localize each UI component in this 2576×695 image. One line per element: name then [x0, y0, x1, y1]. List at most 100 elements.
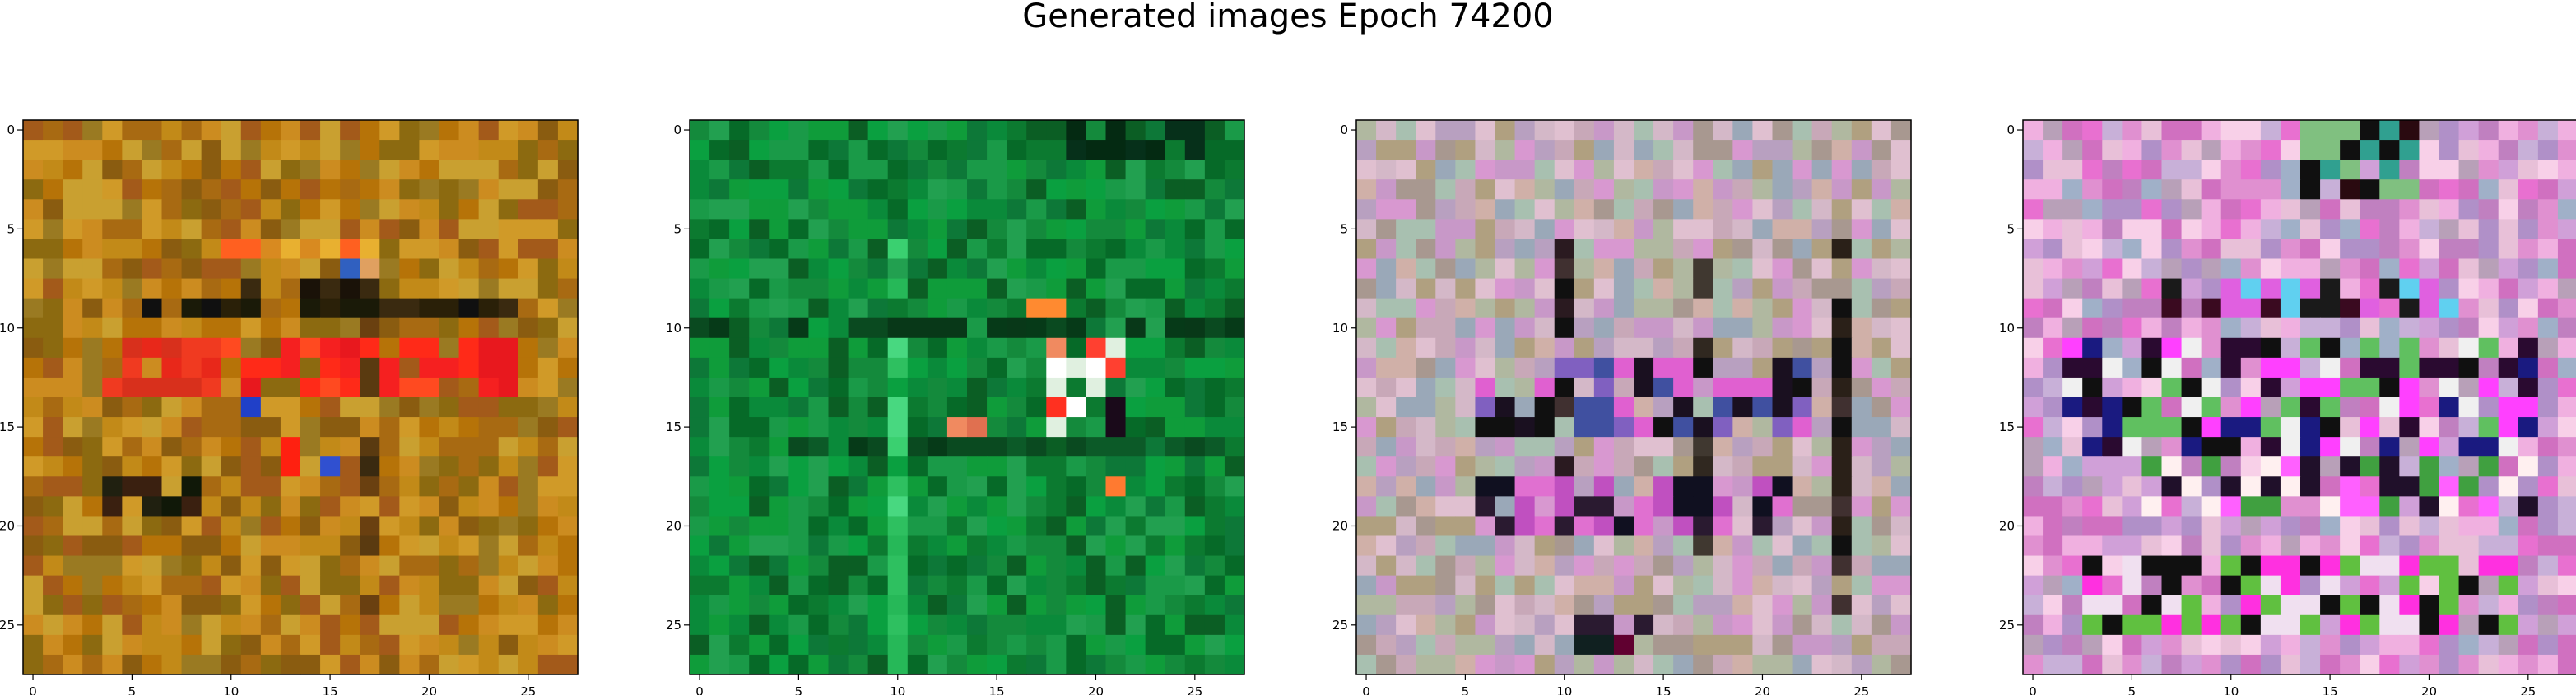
heatmap-cell: [2518, 298, 2539, 319]
heatmap-cell: [557, 516, 579, 537]
heatmap-cell: [1713, 456, 1733, 477]
heatmap-cell: [2379, 160, 2400, 180]
heatmap-cell: [690, 337, 710, 359]
heatmap-cell: [1435, 555, 1456, 577]
heatmap-cell: [946, 535, 968, 557]
heatmap-cell: [221, 140, 242, 160]
heatmap-cell: [2419, 516, 2440, 537]
heatmap-cell: [360, 516, 380, 537]
heatmap-cell: [808, 140, 830, 160]
heatmap-cell: [887, 496, 909, 517]
heatmap-cell: [2419, 437, 2440, 457]
heatmap-cell: [1851, 614, 1872, 636]
heatmap-cell: [1204, 377, 1225, 398]
heatmap-cell: [788, 437, 810, 457]
heatmap-cell: [1752, 298, 1774, 319]
heatmap-cell: [240, 595, 262, 616]
heatmap-cell: [1396, 239, 1416, 260]
heatmap-cell: [1713, 258, 1733, 280]
heatmap-cell: [2300, 258, 2321, 280]
heatmap-cell: [1811, 317, 1833, 339]
heatmap-cell: [1811, 239, 1833, 260]
heatmap-cell: [967, 496, 988, 517]
heatmap-cell: [181, 456, 202, 477]
heatmap-cell: [1890, 575, 1912, 596]
heatmap-cell: [1356, 456, 1377, 477]
heatmap-cell: [161, 397, 183, 418]
heatmap-cell: [946, 516, 968, 537]
heatmap-cell: [181, 160, 202, 180]
heatmap-cell: [2141, 535, 2163, 557]
heatmap-cell: [557, 298, 579, 319]
heatmap-cell: [1396, 298, 1416, 319]
heatmap-cell: [1554, 437, 1575, 457]
heatmap-cell: [2478, 377, 2499, 398]
heatmap-cell: [1165, 535, 1186, 557]
heatmap-cell: [1831, 219, 1853, 240]
heatmap-cell: [828, 496, 849, 517]
heatmap-cell: [340, 337, 360, 359]
heatmap-cell: [518, 397, 539, 418]
heatmap-cell: [1165, 278, 1186, 299]
heatmap-cell: [2280, 357, 2301, 378]
heatmap-cell: [1871, 456, 1892, 477]
heatmap-cell: [43, 377, 63, 398]
heatmap-cell: [379, 654, 400, 675]
heatmap-cell: [2023, 278, 2044, 299]
heatmap-cell: [399, 337, 421, 359]
heatmap-cell: [537, 278, 559, 299]
heatmap-cell: [1224, 179, 1245, 200]
heatmap-cell: [1416, 258, 1436, 280]
heatmap-cell: [709, 179, 730, 200]
heatmap-cell: [1184, 317, 1206, 339]
heatmap-cell: [1871, 476, 1892, 497]
heatmap-cell: [867, 456, 889, 477]
heatmap-cell: [907, 555, 928, 577]
heatmap-cell: [1455, 298, 1476, 319]
heatmap-cell: [2458, 179, 2480, 200]
heatmap-cell: [2478, 456, 2499, 477]
heatmap-cell: [439, 614, 460, 636]
heatmap-cell: [2023, 239, 2044, 260]
heatmap-cell: [300, 337, 321, 359]
heatmap-cell: [2220, 595, 2242, 616]
heatmap-cell: [1086, 496, 1107, 517]
heatmap-cell: [419, 595, 440, 616]
heatmap-cell: [1046, 456, 1067, 477]
heatmap-cell: [848, 614, 869, 636]
heatmap-cell: [2458, 456, 2480, 477]
heatmap-cell: [927, 239, 948, 260]
heatmap-cell: [2557, 595, 2576, 616]
heatmap-cell: [1871, 654, 1892, 675]
heatmap-cell: [848, 456, 869, 477]
heatmap-cell: [1890, 278, 1912, 299]
heatmap-cell: [1811, 437, 1833, 457]
heatmap-cell: [1890, 120, 1912, 141]
heatmap-cell: [280, 476, 301, 497]
heatmap-cell: [887, 535, 909, 557]
heatmap-cell: [1890, 199, 1912, 220]
heatmap-cell: [1455, 337, 1476, 359]
heatmap-cell: [181, 535, 202, 557]
heatmap-cell: [537, 634, 559, 656]
heatmap-cell: [1046, 614, 1067, 636]
heatmap-cell: [102, 357, 123, 378]
heatmap-cell: [1165, 317, 1186, 339]
heatmap-cell: [1792, 278, 1813, 299]
heatmap-cell: [1204, 397, 1225, 418]
heatmap-cell: [987, 555, 1007, 577]
heatmap-cell: [379, 258, 400, 280]
heatmap-cell: [1713, 120, 1733, 141]
heatmap-cell: [1554, 456, 1575, 477]
heatmap-cell: [946, 634, 968, 656]
heatmap-cell: [221, 397, 242, 418]
heatmap-cell: [2537, 357, 2559, 378]
heatmap-cell: [1673, 476, 1694, 497]
heatmap-cell: [2458, 239, 2480, 260]
heatmap-cell: [379, 298, 400, 319]
heatmap-cell: [1224, 160, 1245, 180]
heatmap-cell: [2360, 437, 2380, 457]
heatmap-cell: [1613, 575, 1634, 596]
heatmap-cell: [808, 575, 830, 596]
heatmap-cell: [1534, 634, 1555, 656]
